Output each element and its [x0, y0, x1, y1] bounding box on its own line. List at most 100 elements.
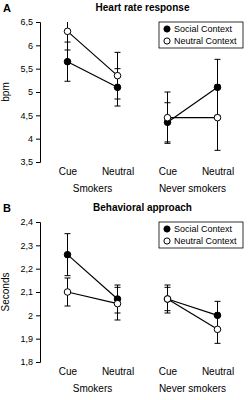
group-label: Never smokers [159, 183, 226, 194]
x-tick: Cue [59, 362, 78, 377]
y-tick: 5 [28, 87, 40, 97]
y-tick-label: 2,4 [20, 217, 33, 227]
y-tick-mark [36, 315, 40, 316]
y-tick: 2,2 [20, 264, 40, 274]
x-tick-label: Cue [59, 366, 78, 377]
series-line [168, 299, 218, 315]
legend: Social Context Neutral Context [159, 22, 243, 48]
figure: 3,5 4 4,5 5 5,5 6 6,5 bpm Cue Neutral Cue Neutral Sm… [0, 0, 251, 400]
y-tick-mark [36, 162, 40, 163]
error-bar [65, 22, 71, 50]
error-bar [165, 92, 171, 143]
y-tick-mark [36, 245, 40, 246]
legend: Social ContextNeutral Context [159, 222, 243, 248]
plot-area [64, 234, 221, 344]
y-tick: 2,4 [20, 217, 40, 227]
y-axis-line [36, 223, 41, 363]
y-tick-mark [36, 269, 40, 270]
point [114, 72, 121, 79]
legend-box [159, 22, 243, 48]
point [164, 114, 171, 121]
y-tick-label: 5,5 [20, 64, 33, 74]
y-axis-line [36, 23, 41, 163]
error-bar [165, 285, 171, 313]
x-tick-label: Cue [59, 166, 78, 177]
error-bar [65, 234, 71, 276]
y-tick-label: 5 [28, 87, 33, 97]
series-line [68, 292, 118, 304]
x-tick: Cue [59, 162, 78, 177]
error-bar [215, 85, 221, 150]
y-tick: 4 [28, 134, 40, 144]
y-tick-label: 6 [28, 41, 33, 51]
series-line [68, 31, 118, 75]
legend-label: Neutral Context [174, 236, 237, 246]
x-tick-label: Neutral [102, 366, 134, 377]
x-tick: Neutral [102, 362, 134, 377]
error-bar [115, 69, 121, 106]
x-tick: Neutral [202, 362, 234, 377]
y-tick: 2,3 [20, 241, 40, 251]
point [214, 312, 221, 319]
y-axis: 1,8 1,9 2 2,1 2,2 2,3 2,4 [20, 217, 40, 367]
y-tick: 1,8 [20, 357, 40, 367]
y-tick: 6 [28, 41, 40, 51]
y-tick-label: 1,9 [20, 334, 33, 344]
x-tick: Neutral [202, 162, 234, 177]
error-bar [65, 278, 71, 306]
legend-label: Neutral Context [174, 36, 237, 46]
x-tick: Cue [159, 162, 178, 177]
legend-box [159, 222, 243, 248]
y-tick-label: 1,8 [20, 357, 33, 367]
point [64, 289, 71, 296]
x-tick: Neutral [102, 162, 134, 177]
y-tick-mark [36, 292, 40, 293]
y-tick: 6,5 [20, 17, 40, 27]
y-tick: 2 [28, 311, 40, 321]
y-tick-label: 2,2 [20, 264, 33, 274]
series-line [168, 299, 218, 329]
panel-label: A [3, 2, 11, 14]
series-line [168, 117, 218, 118]
x-axis: Cue Neutral Cue Neutral [59, 162, 234, 177]
y-tick-mark [36, 139, 40, 140]
y-tick-label: 4 [28, 134, 33, 144]
legend-marker [164, 238, 170, 244]
legend-marker [164, 226, 170, 232]
panel-label: B [3, 202, 11, 214]
x-tick-label: Neutral [102, 166, 134, 177]
y-axis-title: bpm [0, 82, 11, 101]
point [114, 300, 121, 307]
point [64, 251, 71, 258]
point [164, 296, 171, 303]
y-tick: 4,5 [20, 111, 40, 121]
y-tick-mark [36, 362, 40, 363]
series-line [68, 255, 118, 299]
series-line [68, 62, 118, 88]
y-tick-mark [36, 22, 40, 23]
legend-marker [164, 26, 170, 32]
y-tick-label: 2 [28, 311, 33, 321]
y-tick-label: 6,5 [20, 17, 33, 27]
point [64, 58, 71, 65]
series-line [168, 87, 218, 122]
x-tick-label: Neutral [202, 166, 234, 177]
legend-label: Social Context [174, 24, 233, 34]
y-tick-label: 2,3 [20, 241, 33, 251]
y-axis: 3,5 4 4,5 5 5,5 6 6,5 [20, 17, 40, 167]
point [214, 84, 221, 91]
x-tick-label: Cue [159, 366, 178, 377]
y-axis-title: Seconds [0, 273, 11, 312]
y-tick: 3,5 [20, 157, 40, 167]
y-tick-label: 3,5 [20, 157, 33, 167]
group-label: Smokers [73, 183, 112, 194]
y-tick-label: 4,5 [20, 111, 33, 121]
group-label: Smokers [73, 383, 112, 394]
y-tick-mark [36, 222, 40, 223]
error-bar [165, 287, 171, 310]
y-tick-label: 2,1 [20, 287, 33, 297]
x-axis: Cue Neutral Cue Neutral [59, 362, 234, 377]
y-tick-mark [36, 45, 40, 46]
x-tick-label: Neutral [202, 366, 234, 377]
y-tick-mark [36, 92, 40, 93]
